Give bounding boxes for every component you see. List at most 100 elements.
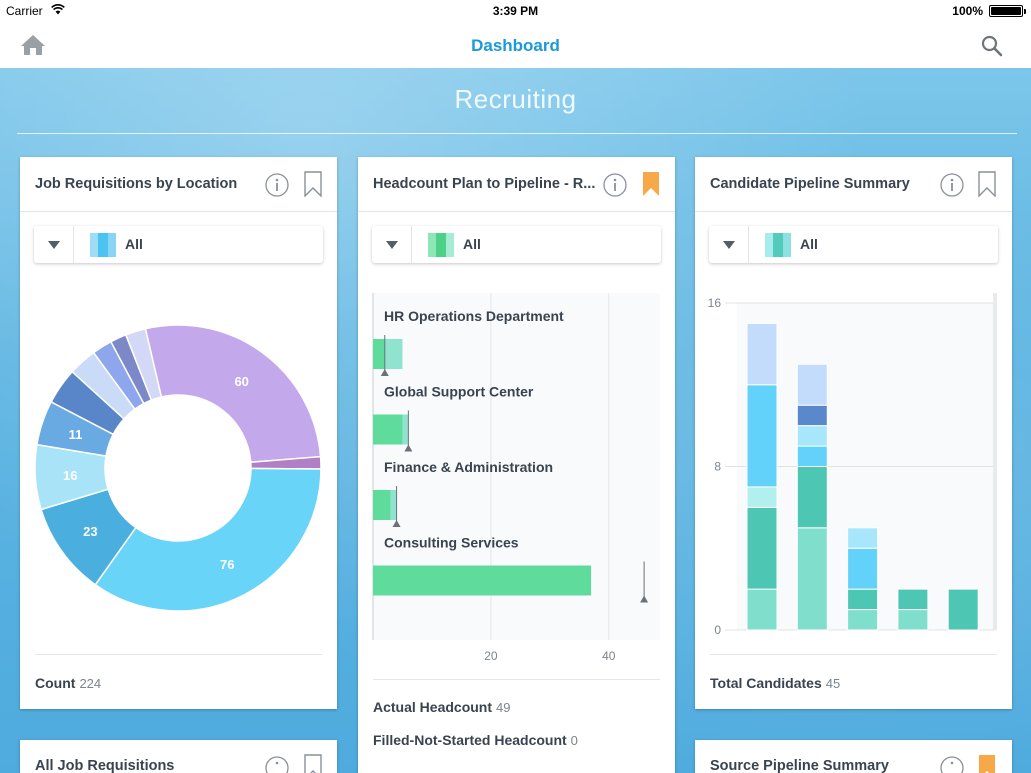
- filter-value: All: [463, 236, 481, 252]
- actual-headcount-metric: Actual Headcount 49: [373, 699, 510, 715]
- bar-segment: [373, 414, 403, 445]
- all-job-requisitions-card[interactable]: All Job Requisitions: [20, 740, 337, 773]
- bar-segment: [796, 404, 828, 427]
- metric-label: Filled-Not-Started Headcount: [373, 732, 567, 748]
- candidate-pipeline-card[interactable]: Candidate Pipeline Summary All 0 8 16 Tota…: [695, 157, 1012, 709]
- category-label: Global Support Center: [384, 384, 534, 400]
- section-divider: [17, 133, 1017, 134]
- bar-segment: [897, 588, 929, 611]
- bar-segment: [847, 547, 879, 590]
- donut-slice-label: 76: [220, 557, 234, 572]
- category-label: Finance & Administration: [384, 459, 553, 475]
- job-requisitions-location-card[interactable]: Job Requisitions by Location All 60 76 23 1…: [20, 157, 337, 709]
- filter-value: All: [800, 236, 818, 252]
- donut-slice: [124, 327, 163, 402]
- donut-slice: [94, 467, 322, 612]
- card-header: Candidate Pipeline Summary: [695, 157, 1012, 212]
- candidate-stacked-bar-chart: 0 8 16: [708, 293, 997, 637]
- donut-chart: 60 76 23 16 11: [34, 324, 322, 612]
- total-candidates-metric: Total Candidates 45: [710, 675, 840, 691]
- card-title: All Job Requisitions: [35, 758, 175, 773]
- bar-segment: [796, 445, 828, 467]
- chevron-down-icon[interactable]: [372, 226, 412, 263]
- info-icon[interactable]: [940, 173, 964, 197]
- pipeline-filter-dropdown[interactable]: All: [709, 226, 998, 263]
- bookmark-icon[interactable]: [978, 171, 996, 197]
- status-bar: Carrier 3:39 PM 100%: [0, 0, 1031, 22]
- y-tick-label: 0: [714, 623, 721, 637]
- bar-segment: [746, 322, 778, 386]
- bar-segment: [796, 466, 828, 529]
- bar-segment: [746, 588, 778, 631]
- card-title: Source Pipeline Summary: [710, 758, 889, 773]
- y-tick-label: 8: [714, 460, 721, 474]
- bar-segment: [947, 588, 979, 631]
- metric-value: 224: [79, 676, 102, 691]
- headcount-bar-chart: 20 40 HR Operations Department Global Suppo…: [372, 293, 660, 663]
- bar-segment: [796, 363, 828, 406]
- metric-value: 0: [570, 733, 578, 748]
- donut-slice-label: 11: [69, 427, 83, 442]
- bar-segment: [373, 565, 592, 596]
- bar-segment: [746, 486, 778, 508]
- bar-segment: [746, 384, 778, 488]
- headcount-filter-dropdown[interactable]: All: [372, 226, 661, 263]
- battery-percent: 100%: [952, 4, 983, 18]
- card-divider: [710, 654, 997, 655]
- bar-segment: [373, 339, 385, 369]
- bar-segment: [373, 490, 391, 520]
- metric-value: 49: [496, 700, 511, 715]
- chevron-down-icon[interactable]: [34, 226, 74, 263]
- scroll-edge: [993, 293, 997, 630]
- source-pipeline-card[interactable]: Source Pipeline Summary: [695, 740, 1012, 773]
- card-divider: [373, 679, 660, 680]
- headcount-plan-card[interactable]: Headcount Plan to Pipeline - R... All 20…: [358, 157, 675, 773]
- location-filter-dropdown[interactable]: All: [34, 226, 323, 263]
- bookmark-icon[interactable]: [304, 171, 322, 197]
- metric-value: 45: [825, 676, 841, 691]
- metric-label: Total Candidates: [710, 675, 822, 691]
- nav-bar: Dashboard: [0, 22, 1031, 68]
- bar-segment: [390, 490, 397, 520]
- wifi-icon: [51, 4, 65, 15]
- plan-marker-arrow: [404, 444, 413, 452]
- bar-segment: [847, 527, 879, 549]
- bookmark-active-icon[interactable]: [642, 171, 660, 197]
- filled-not-started-metric: Filled-Not-Started Headcount 0: [373, 732, 578, 748]
- info-icon[interactable]: [265, 173, 289, 197]
- search-icon[interactable]: [981, 35, 1003, 57]
- donut-slice-label: 16: [63, 468, 77, 483]
- chevron-down-icon[interactable]: [709, 226, 749, 263]
- donut-slice-label: 23: [83, 524, 97, 539]
- metric-label: Count: [35, 675, 76, 691]
- card-title: Headcount Plan to Pipeline - R...: [373, 176, 596, 192]
- filter-color-icon: [90, 233, 116, 257]
- info-icon[interactable]: [940, 756, 964, 773]
- page-title: Dashboard: [471, 36, 560, 55]
- plan-marker-arrow: [392, 520, 401, 527]
- bookmark-active-icon[interactable]: [978, 754, 996, 773]
- bar-segment: [746, 506, 778, 590]
- bar-segment: [796, 425, 828, 447]
- card-header: Headcount Plan to Pipeline - R...: [358, 157, 675, 212]
- bookmark-icon[interactable]: [304, 754, 322, 773]
- filter-color-icon: [428, 233, 454, 257]
- filter-value: All: [125, 236, 143, 252]
- card-divider: [35, 654, 322, 655]
- card-title: Candidate Pipeline Summary: [710, 176, 910, 192]
- bar-segment: [384, 339, 403, 369]
- donut-slice-label: 60: [234, 374, 248, 389]
- plan-marker-arrow: [380, 369, 389, 376]
- category-label: HR Operations Department: [384, 308, 564, 324]
- info-icon[interactable]: [603, 173, 627, 197]
- info-icon[interactable]: [265, 756, 289, 773]
- card-title: Job Requisitions by Location: [35, 176, 238, 192]
- bar-segment: [897, 609, 929, 631]
- section-title: Recruiting: [454, 84, 577, 114]
- home-icon[interactable]: [20, 34, 46, 56]
- battery-icon: [989, 5, 1026, 17]
- bar-segment: [847, 588, 879, 611]
- card-header: Job Requisitions by Location: [20, 157, 337, 212]
- count-metric: Count 224: [35, 675, 101, 691]
- bar-segment: [796, 527, 828, 631]
